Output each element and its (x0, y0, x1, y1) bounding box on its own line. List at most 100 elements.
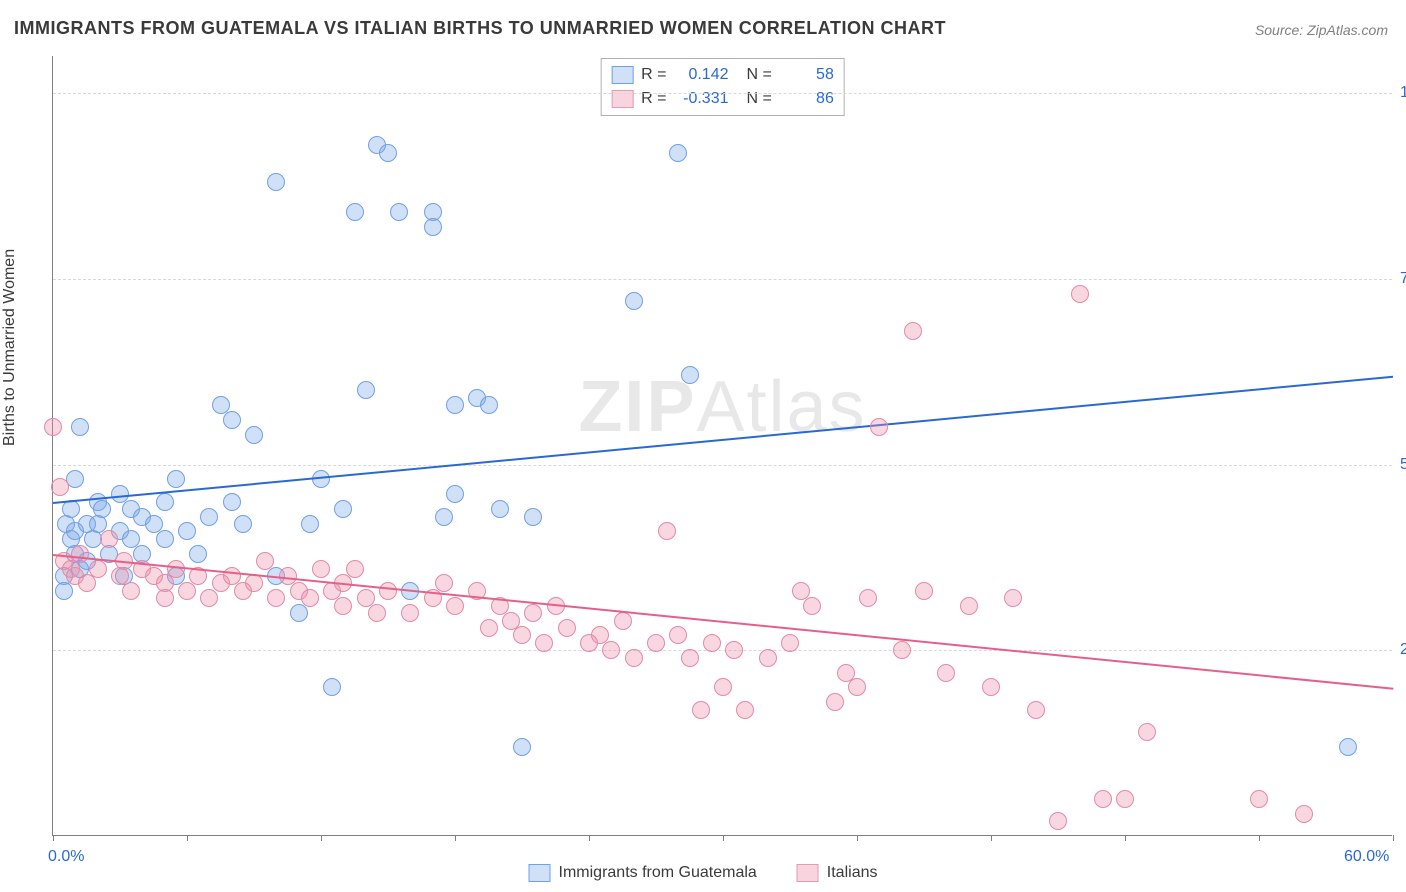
y-tick-label: 75.0% (1400, 270, 1406, 288)
data-point (234, 515, 252, 533)
data-point (334, 597, 352, 615)
data-point (725, 641, 743, 659)
data-point (290, 604, 308, 622)
legend: Immigrants from Guatemala Italians (529, 864, 878, 882)
source-attribution: Source: ZipAtlas.com (1255, 22, 1388, 38)
data-point (1295, 805, 1313, 823)
x-tick (53, 835, 54, 841)
data-point (200, 589, 218, 607)
data-point (379, 144, 397, 162)
data-point (256, 552, 274, 570)
data-point (156, 530, 174, 548)
data-point (446, 597, 464, 615)
x-tick (1259, 835, 1260, 841)
x-tick (321, 835, 322, 841)
watermark: ZIPAtlas (578, 366, 866, 448)
data-point (524, 508, 542, 526)
data-point (480, 619, 498, 637)
data-point (647, 634, 665, 652)
data-point (312, 470, 330, 488)
data-point (681, 649, 699, 667)
data-point (44, 418, 62, 436)
data-point (692, 701, 710, 719)
data-point (960, 597, 978, 615)
data-point (446, 485, 464, 503)
data-point (669, 144, 687, 162)
n-label: N = (747, 87, 772, 111)
y-tick-label: 25.0% (1400, 641, 1406, 659)
x-tick (991, 835, 992, 841)
data-point (178, 522, 196, 540)
data-point (982, 678, 1000, 696)
data-point (301, 515, 319, 533)
x-tick (1393, 835, 1394, 841)
data-point (558, 619, 576, 637)
data-point (189, 545, 207, 563)
data-point (401, 604, 419, 622)
data-point (658, 522, 676, 540)
data-point (78, 574, 96, 592)
data-point (1138, 723, 1156, 741)
data-point (870, 418, 888, 436)
scatter-plot-area: ZIPAtlas R = 0.142 N = 58 R = -0.331 N =… (52, 56, 1392, 836)
data-point (100, 530, 118, 548)
y-tick-label: 50.0% (1400, 456, 1406, 474)
n-label: N = (747, 63, 772, 87)
y-tick-label: 100.0% (1400, 84, 1406, 102)
n-value: 58 (780, 63, 834, 87)
correlation-stats-box: R = 0.142 N = 58 R = -0.331 N = 86 (600, 58, 845, 116)
data-point (156, 493, 174, 511)
data-point (435, 574, 453, 592)
data-point (1004, 589, 1022, 607)
data-point (267, 173, 285, 191)
data-point (781, 634, 799, 652)
data-point (245, 574, 263, 592)
data-point (267, 589, 285, 607)
data-point (524, 604, 542, 622)
data-point (245, 426, 263, 444)
data-point (904, 322, 922, 340)
data-point (859, 589, 877, 607)
data-point (1071, 285, 1089, 303)
data-point (1049, 812, 1067, 830)
data-point (625, 292, 643, 310)
data-point (200, 508, 218, 526)
data-point (513, 738, 531, 756)
data-point (323, 678, 341, 696)
data-point (736, 701, 754, 719)
data-point (535, 634, 553, 652)
legend-label: Immigrants from Guatemala (559, 864, 757, 882)
data-point (446, 396, 464, 414)
legend-swatch (529, 864, 551, 882)
data-point (89, 560, 107, 578)
data-point (71, 545, 89, 563)
data-point (703, 634, 721, 652)
stats-row: R = -0.331 N = 86 (611, 87, 834, 111)
data-point (1094, 790, 1112, 808)
data-point (357, 381, 375, 399)
r-label: R = (641, 63, 666, 87)
data-point (223, 493, 241, 511)
data-point (614, 612, 632, 630)
data-point (167, 470, 185, 488)
data-point (390, 203, 408, 221)
watermark-bold: ZIP (578, 367, 696, 447)
x-tick (187, 835, 188, 841)
data-point (368, 604, 386, 622)
legend-label: Italians (827, 864, 878, 882)
data-point (71, 418, 89, 436)
data-point (122, 582, 140, 600)
legend-item: Italians (797, 864, 878, 882)
r-value: -0.331 (675, 87, 729, 111)
x-tick (455, 835, 456, 841)
x-axis-max-label: 60.0% (1344, 848, 1389, 866)
data-point (803, 597, 821, 615)
data-point (346, 560, 364, 578)
legend-item: Immigrants from Guatemala (529, 864, 757, 882)
data-point (513, 626, 531, 644)
data-point (848, 678, 866, 696)
n-value: 86 (780, 87, 834, 111)
r-value: 0.142 (675, 63, 729, 87)
data-point (714, 678, 732, 696)
data-point (893, 641, 911, 659)
